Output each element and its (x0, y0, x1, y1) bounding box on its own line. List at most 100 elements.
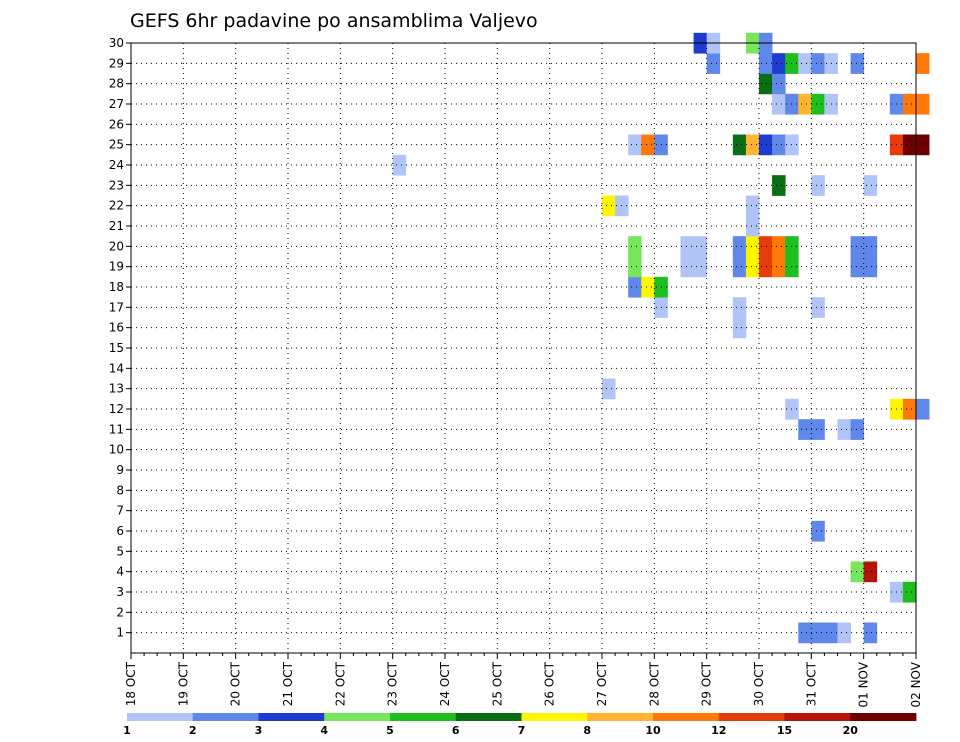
x-tick-label: 20 OCT (229, 661, 243, 706)
precip-cell (759, 53, 773, 74)
x-axis-ticks: 18 OCT 19 OCT 20 OCT 21 OCT 22 OCT 23 OCT 24 O… (124, 653, 923, 708)
y-tick-label: 4 (116, 565, 124, 579)
precip-cell (772, 53, 786, 74)
y-tick-label: 10 (109, 443, 124, 457)
precip-cell (811, 419, 825, 440)
heatmap-cells (392, 32, 930, 644)
precip-cell (916, 134, 930, 156)
y-tick-label: 8 (116, 483, 124, 497)
precip-cell (798, 93, 812, 115)
precip-cell (798, 419, 812, 440)
precip-cell (641, 134, 655, 156)
precip-cell (732, 134, 747, 156)
colorbar-label: 10 (645, 724, 661, 737)
x-tick-label: 28 OCT (647, 661, 661, 706)
y-tick-label: 25 (109, 138, 124, 152)
colorbar-swatch (784, 713, 851, 721)
precip-cell (902, 398, 917, 420)
precip-cell (745, 256, 760, 278)
precip-cell (759, 134, 773, 156)
precip-cell (772, 134, 786, 156)
precip-cell (850, 53, 865, 74)
x-tick-label: 25 OCT (490, 661, 504, 706)
colorbar-label: 8 (583, 724, 591, 737)
colorbar-label: 7 (518, 724, 526, 737)
colorbar-swatch (521, 713, 588, 721)
precip-cell (759, 73, 773, 95)
y-tick-label: 20 (109, 239, 124, 253)
precip-cell (772, 256, 786, 278)
precip-cell (902, 581, 917, 603)
colorbar-label: 15 (777, 724, 792, 737)
y-tick-label: 6 (116, 524, 124, 538)
x-tick-label: 21 OCT (281, 661, 295, 706)
colorbar-swatch (455, 713, 522, 721)
precip-cell (628, 276, 642, 298)
precip-cell (916, 53, 930, 74)
y-tick-label: 30 (109, 36, 124, 50)
y-tick-label: 21 (109, 219, 124, 233)
y-tick-label: 7 (116, 504, 124, 518)
colorbar-label: 2 (189, 724, 197, 737)
colorbar-label: 5 (386, 724, 394, 737)
precip-cell (693, 236, 708, 257)
precip-cell (863, 256, 878, 278)
precip-cell (772, 93, 786, 115)
y-tick-label: 5 (116, 544, 124, 558)
colorbar-swatch (127, 713, 194, 721)
precip-cell (759, 256, 773, 278)
y-tick-label: 11 (109, 422, 124, 436)
y-tick-label: 17 (109, 300, 124, 314)
y-tick-label: 12 (109, 402, 124, 416)
colorbar-swatch (258, 713, 325, 721)
precip-cell (772, 175, 786, 196)
y-tick-label: 24 (109, 158, 124, 172)
precip-cell (902, 134, 917, 156)
precip-cell (772, 73, 786, 95)
precip-cell (706, 53, 721, 74)
precip-cell (850, 561, 865, 583)
precip-cell (798, 53, 812, 74)
precip-cell (602, 378, 616, 400)
precip-cell (745, 134, 760, 156)
precip-cell (732, 297, 747, 318)
y-axis-ticks: 1234567891011121314151617181920212223242… (109, 36, 131, 640)
colorbar-swatch (850, 713, 917, 721)
y-tick-label: 3 (116, 585, 124, 599)
colorbar-label: 20 (843, 724, 859, 737)
x-tick-label: 01 NOV (857, 661, 871, 707)
y-tick-label: 16 (109, 321, 124, 335)
precip-cell (837, 419, 851, 440)
colorbar-swatch (324, 713, 391, 721)
x-tick-label: 26 OCT (543, 661, 557, 706)
y-tick-label: 18 (109, 280, 124, 294)
colorbar-label: 6 (452, 724, 460, 737)
precip-cell (745, 195, 760, 217)
chart-title: GEFS 6hr padavine po ansamblima Valjevo (130, 10, 538, 32)
precip-cell (392, 154, 407, 176)
y-tick-label: 19 (109, 260, 124, 274)
precip-cell (628, 236, 642, 257)
precip-cell (850, 419, 865, 440)
y-tick-label: 14 (109, 361, 124, 375)
x-tick-label: 23 OCT (386, 661, 400, 706)
gridlines (131, 43, 916, 653)
precip-cell (641, 276, 655, 298)
precip-cell (863, 175, 878, 196)
precip-cell (916, 398, 930, 420)
precip-cell (680, 256, 694, 278)
x-tick-label: 19 OCT (176, 661, 190, 706)
precip-cell (902, 93, 917, 115)
y-tick-label: 1 (116, 626, 124, 640)
y-tick-label: 23 (109, 178, 124, 192)
precip-cell (745, 236, 760, 257)
precip-cell (628, 134, 642, 156)
colorbar-swatch (653, 713, 720, 721)
x-tick-label: 18 OCT (124, 661, 138, 706)
colorbar-swatch (390, 713, 457, 721)
precip-cell (850, 236, 865, 257)
precip-cell (759, 236, 773, 257)
precip-cell (811, 622, 825, 644)
precip-cell (811, 53, 825, 74)
